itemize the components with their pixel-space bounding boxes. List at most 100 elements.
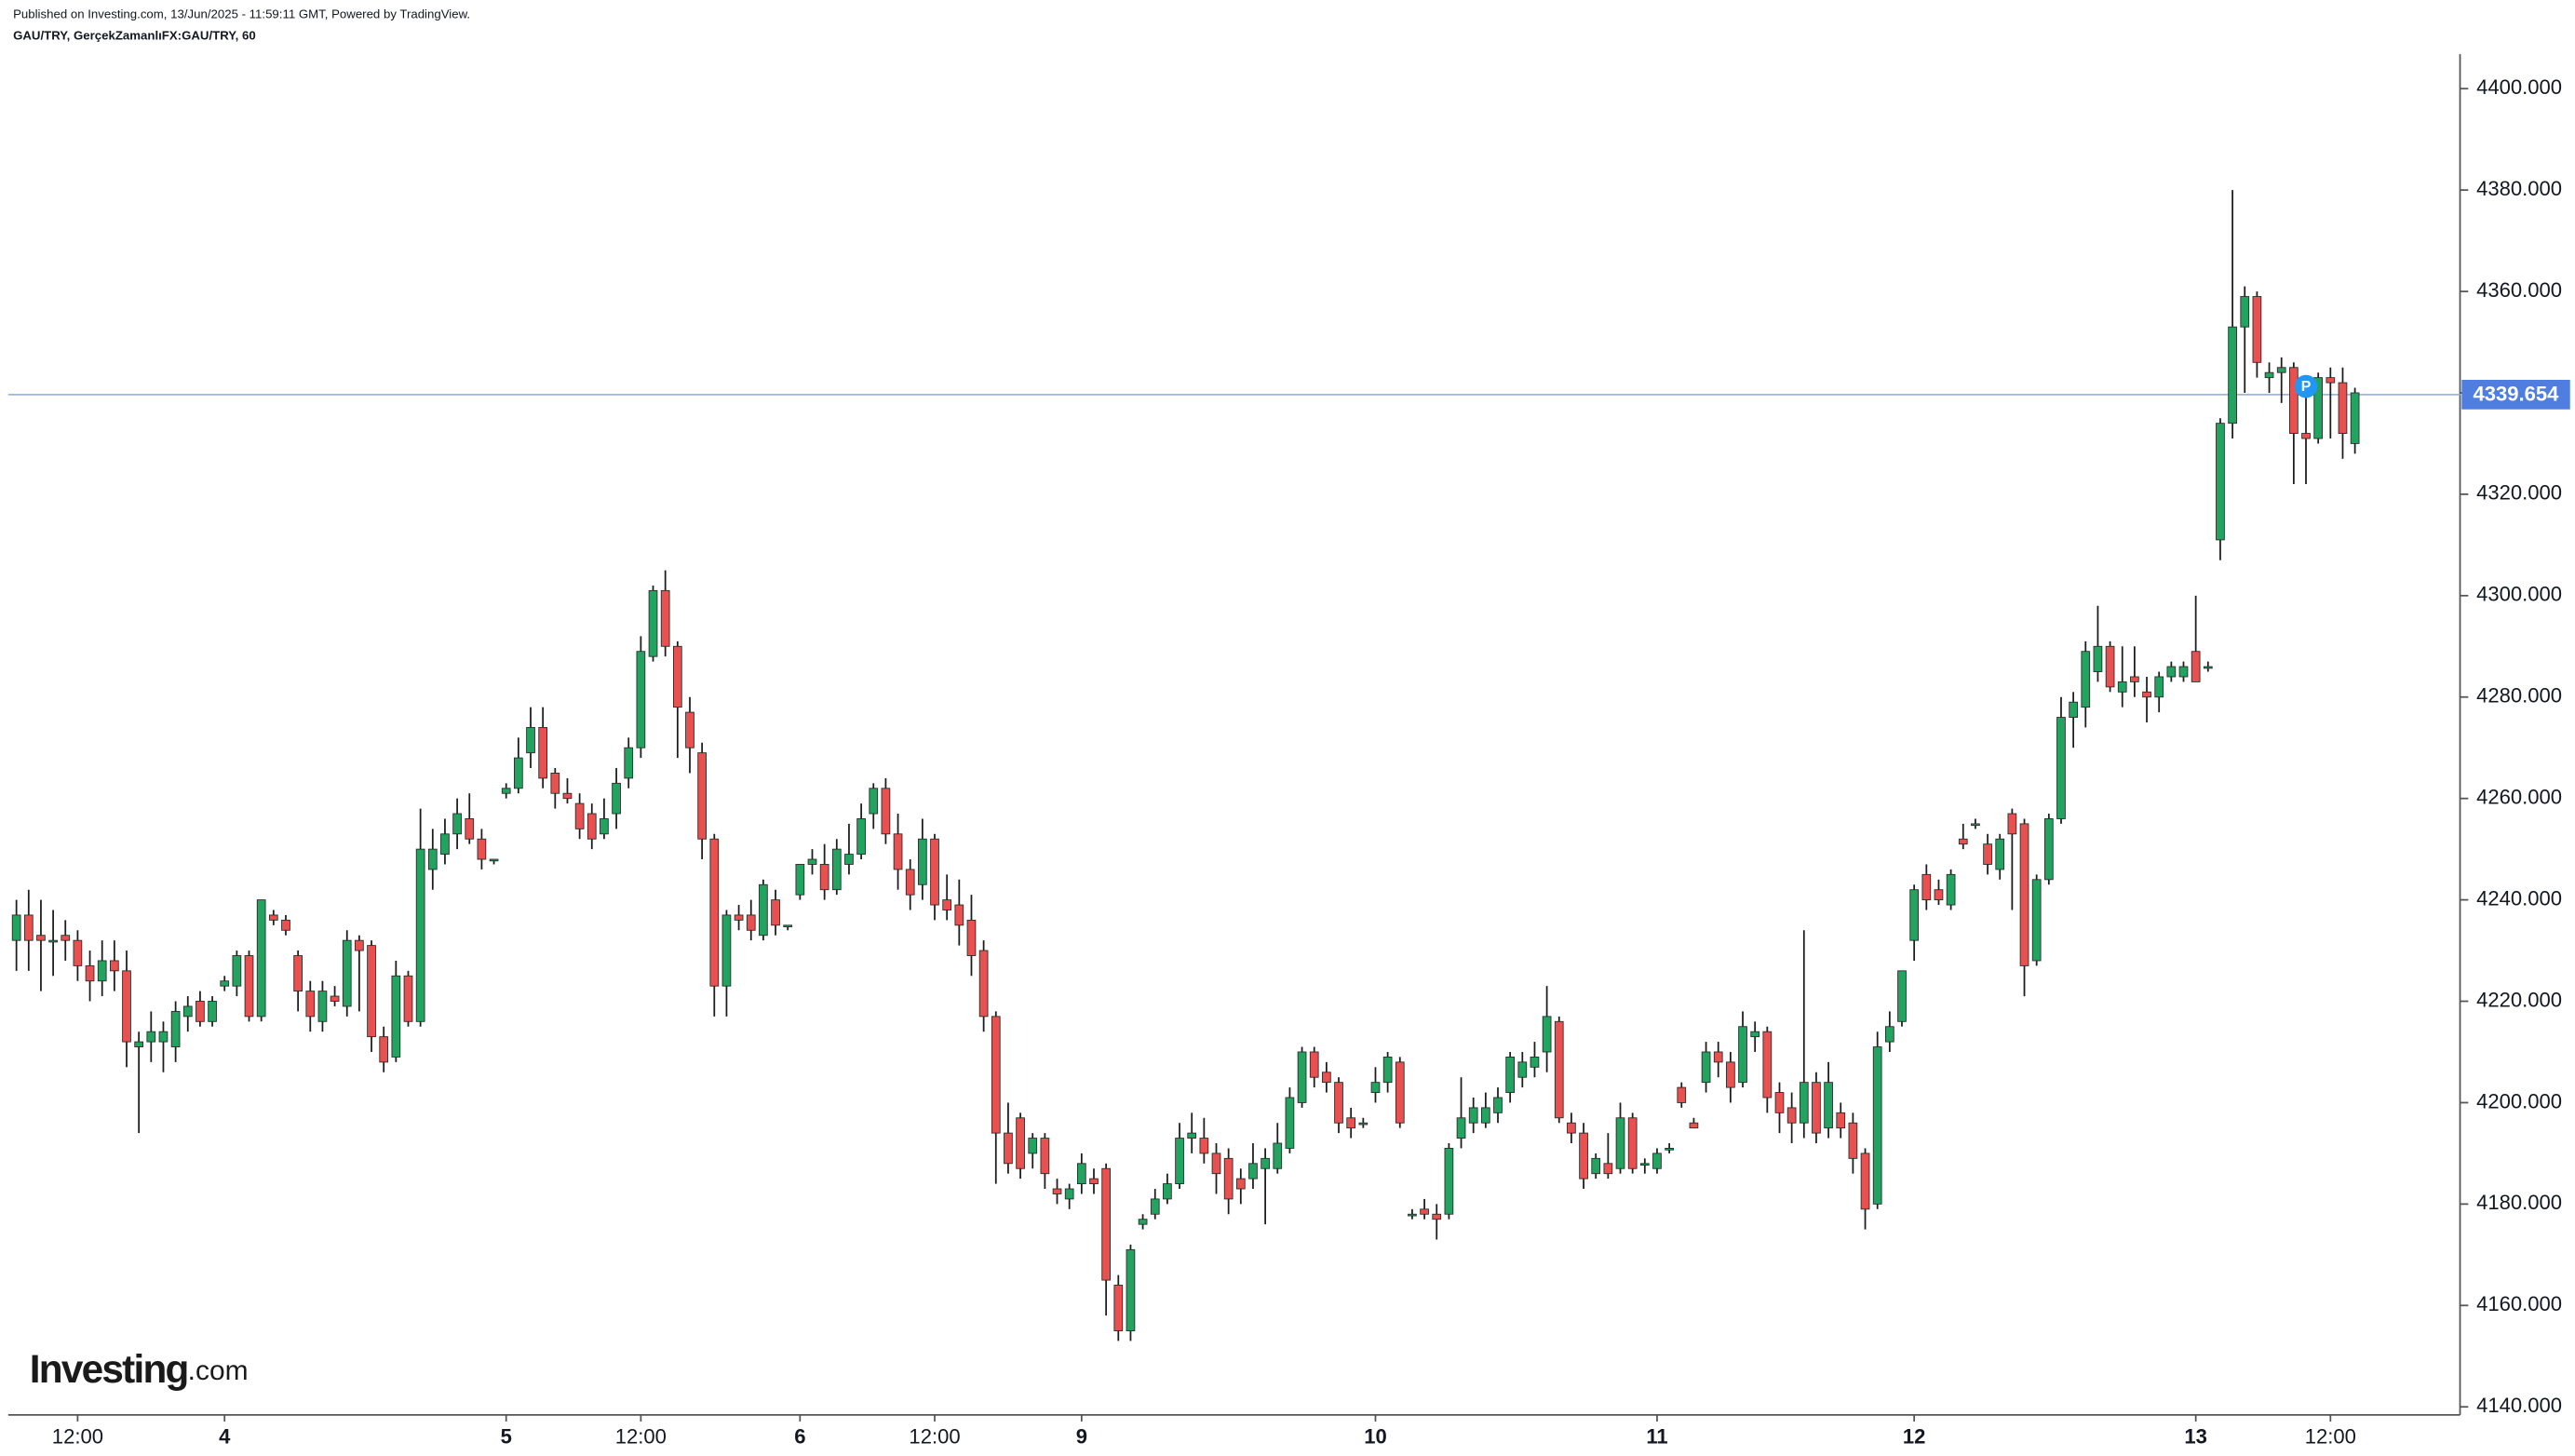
candle-body [709, 838, 720, 987]
candle-body [586, 813, 597, 840]
candle-body [721, 914, 732, 987]
candle-body [1615, 1117, 1625, 1169]
candle-body [110, 960, 119, 972]
candle-body [1995, 838, 2005, 870]
y-tick-label: 4400.000 [2476, 75, 2562, 99]
y-tick-label: 4220.000 [2476, 988, 2562, 1011]
candle-body [48, 939, 58, 943]
candle-body [1028, 1138, 1038, 1154]
candle-body [146, 1031, 156, 1043]
y-tick-label: 4380.000 [2476, 177, 2562, 200]
candle-body [97, 960, 107, 982]
candle-body [600, 818, 609, 835]
candle-body [966, 919, 977, 956]
x-tick-label: 11 [1646, 1424, 1667, 1448]
candle-body [2313, 377, 2324, 439]
candle-body [182, 1005, 193, 1018]
y-tick-label: 4300.000 [2476, 583, 2562, 606]
y-tick-label: 4320.000 [2476, 481, 2562, 505]
candle-body [2289, 367, 2299, 434]
logo: Investing.com [30, 1347, 249, 1391]
candle-body [134, 1041, 144, 1047]
candle-body [1235, 1178, 1246, 1190]
candle-body [244, 955, 254, 1018]
candle-body [440, 833, 450, 856]
candle-body [526, 726, 535, 754]
candle-body [771, 899, 780, 926]
candle-body [648, 589, 658, 657]
candle-body [1824, 1082, 1833, 1129]
candle-body [1946, 873, 1956, 906]
published-note: Published on Investing.com, 13/Jun/2025 … [13, 7, 470, 20]
candle-body [317, 991, 328, 1022]
candle-body [2105, 645, 2115, 688]
candle-body [2117, 681, 2127, 693]
candle-body [550, 773, 560, 794]
candle-body [1101, 1167, 1111, 1281]
last-price-label: 4339.654 [2474, 383, 2560, 406]
candle-body [807, 858, 817, 865]
candle-body [1726, 1061, 1735, 1088]
candle-body [1150, 1198, 1160, 1215]
candle-body [2166, 666, 2177, 678]
candle-body [293, 955, 303, 992]
candle-body [342, 939, 352, 1007]
candle-body [403, 975, 413, 1022]
candle-body [1040, 1138, 1050, 1175]
candle-body [2252, 296, 2262, 363]
candle-body [562, 792, 573, 800]
candle-body [538, 726, 548, 779]
candle-body [281, 919, 290, 931]
candle-body [1639, 1163, 1650, 1166]
y-tick-label: 4160.000 [2476, 1292, 2562, 1315]
candle-body [844, 854, 854, 865]
candle-body [1444, 1148, 1454, 1215]
candle-body [36, 935, 46, 941]
candle-body [918, 838, 927, 885]
candle-body [73, 939, 83, 966]
candle-body [2093, 645, 2103, 672]
candle-body [685, 711, 694, 748]
candle-body [1285, 1097, 1295, 1149]
candle-body [122, 970, 131, 1043]
candle-body [819, 864, 829, 891]
candle-body [1382, 1056, 1393, 1084]
candle-body [85, 964, 95, 982]
candle-body [1897, 970, 1907, 1022]
candle-body [1493, 1097, 1503, 1113]
candle-body [391, 975, 401, 1058]
candle-body [881, 788, 891, 835]
candle-body [1799, 1082, 1809, 1124]
candle-body [379, 1036, 389, 1063]
x-tick-label: 13 [2184, 1424, 2207, 1448]
candle-body [1983, 843, 1992, 865]
candle-body [2043, 818, 2054, 881]
candle-body [795, 864, 805, 896]
candle-body [893, 833, 903, 870]
x-tick-label: 10 [1364, 1424, 1387, 1448]
candle-body [1408, 1213, 1417, 1217]
y-tick-label: 4140.000 [2476, 1394, 2562, 1417]
candle-body [1872, 1046, 1882, 1205]
x-tick-label: 12:00 [909, 1424, 960, 1448]
candle-body [1273, 1142, 1283, 1169]
candle-body [1665, 1148, 1674, 1151]
candle-body [2338, 382, 2348, 434]
candle-body [514, 757, 523, 789]
candle-body [1334, 1082, 1343, 1124]
candle-body [1346, 1117, 1356, 1129]
candle-body [1322, 1072, 1331, 1084]
candle-body [2069, 701, 2078, 718]
candle-body [734, 914, 744, 921]
y-tick-label: 4240.000 [2476, 886, 2562, 910]
candle-body [1860, 1153, 1870, 1210]
candle-body [1420, 1208, 1429, 1215]
candle-body [2203, 666, 2213, 669]
candle-body [1456, 1117, 1466, 1139]
x-tick-label: 5 [501, 1424, 512, 1448]
candle-body [23, 914, 34, 941]
candle-body [1138, 1219, 1148, 1225]
y-tick-label: 4200.000 [2476, 1089, 2562, 1112]
candle-body [612, 782, 621, 815]
